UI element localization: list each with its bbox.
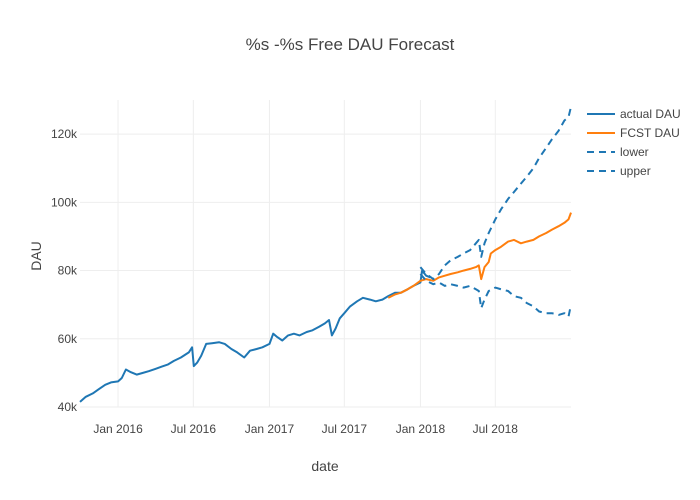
x-tick-label: Jul 2018 [473, 422, 519, 436]
grid-lines [80, 100, 571, 408]
legend-item[interactable]: actual DAU [587, 107, 681, 121]
x-axis-ticks: Jan 2016 Jul 2016 Jan 2017 Jul 2017 Jan 2018… [93, 422, 518, 436]
y-tick-label: 100k [51, 195, 78, 209]
series-lines [79, 106, 572, 403]
y-tick-label: 40k [58, 400, 78, 414]
legend[interactable]: actual DAU FCST DAU lower upper [587, 107, 681, 178]
x-tick-label: Jan 2018 [396, 422, 446, 436]
legend-item[interactable]: FCST DAU [587, 126, 680, 140]
legend-item[interactable]: lower [587, 145, 649, 159]
y-tick-label: 120k [51, 127, 78, 141]
y-axis-ticks: 40k 60k 80k 100k 120k [51, 127, 78, 414]
y-tick-label: 80k [58, 264, 78, 278]
series-line-fcst-dau [387, 212, 572, 299]
y-axis-title: DAU [28, 241, 44, 271]
legend-item[interactable]: upper [587, 164, 651, 178]
series-line-actual-dau [79, 269, 431, 403]
legend-label: FCST DAU [620, 126, 680, 140]
x-tick-label: Jan 2017 [245, 422, 295, 436]
y-tick-label: 60k [58, 332, 78, 346]
legend-label: lower [620, 145, 649, 159]
x-tick-label: Jan 2016 [93, 422, 143, 436]
legend-label: actual DAU [620, 107, 681, 121]
x-tick-label: Jul 2016 [171, 422, 217, 436]
series-line-upper [419, 106, 572, 281]
x-axis-title: date [311, 458, 338, 474]
chart-title: %s -%s Free DAU Forecast [246, 35, 455, 54]
series-line-lower [419, 273, 572, 318]
x-tick-label: Jul 2017 [322, 422, 368, 436]
legend-label: upper [620, 164, 651, 178]
